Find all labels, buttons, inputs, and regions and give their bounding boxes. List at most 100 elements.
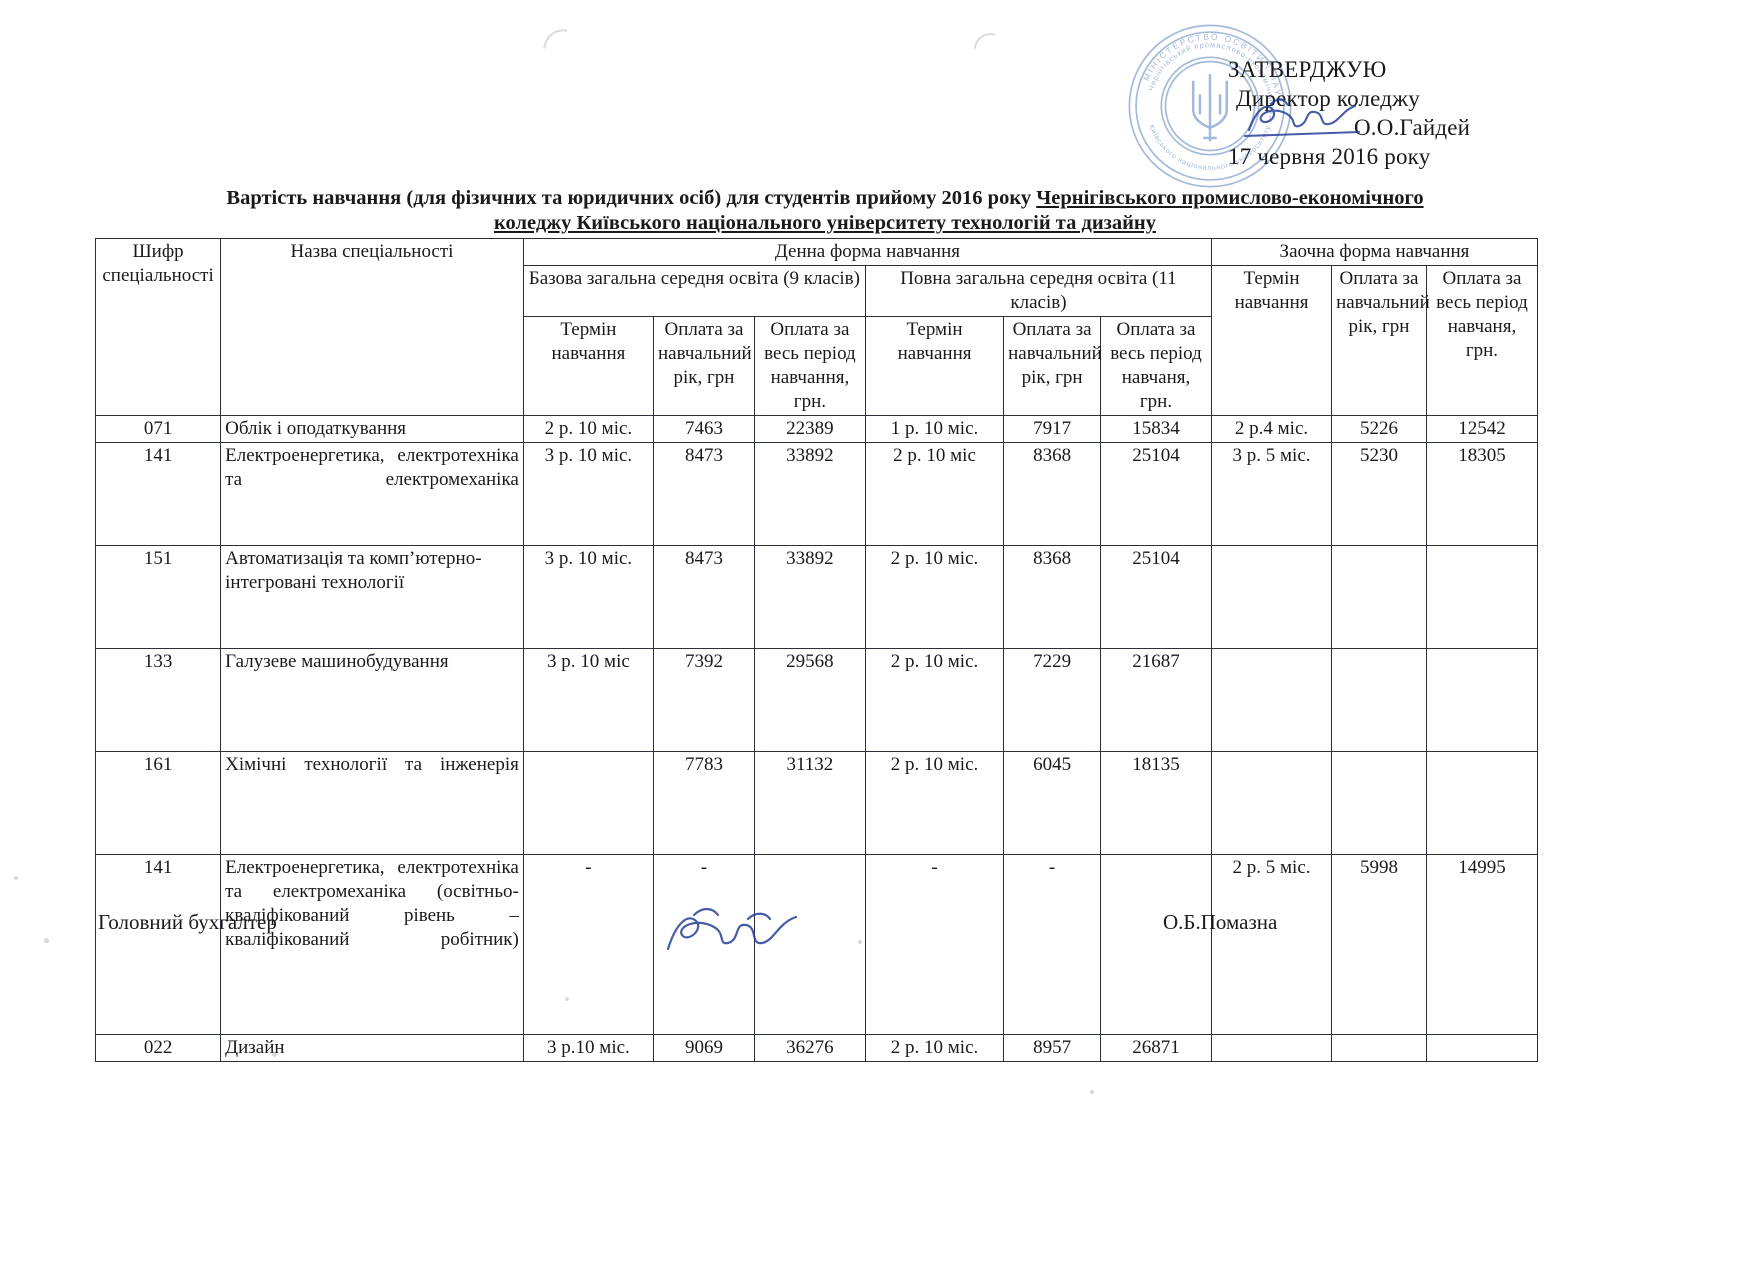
cell-ext-total-fee (1425, 751, 1539, 855)
approval-signer-name: О.О.Гайдей (1354, 115, 1471, 140)
th-base-term: Термін навчання (522, 316, 655, 416)
title-line1-underlined: Чернігівського промислово-економічного (1036, 187, 1424, 209)
th-full-total-fee: Оплата за весь період навчаня, грн. (1100, 316, 1212, 416)
cell-base-total-fee: 31132 (753, 751, 866, 855)
cell-base-term (522, 751, 655, 855)
cell-ext-total-fee (1425, 648, 1539, 752)
cell-ext-year-fee (1331, 751, 1427, 855)
table-row: 151 Автоматизація та комп’ютерно-інтегров… (94, 545, 1539, 649)
cell-speciality-name: Хімічні технології та інженерія (220, 751, 524, 855)
scan-speck (44, 938, 49, 943)
table-row: 133 Галузеве машинобудування 3 р. 10 міс 73… (94, 648, 1539, 752)
cell-full-year-fee: 8368 (1003, 442, 1101, 546)
th-day-form: Денна форма навчання (522, 238, 1213, 266)
official-round-stamp: МІНІСТЕРСТВО ОСВІТИ І НАУКИ Чернігівськи… (1126, 22, 1292, 188)
cell-base-term: 3 р. 10 міс. (522, 545, 655, 649)
director-handwritten-signature (1243, 98, 1361, 138)
cell-full-year-fee: 8368 (1003, 545, 1101, 649)
cell-full-term: 2 р. 10 міс. (864, 648, 1005, 752)
cell-speciality-name: Автоматизація та комп’ютерно-інтегровані… (220, 545, 524, 649)
scan-speck (1090, 1090, 1094, 1094)
cell-ext-year-fee (1331, 1034, 1427, 1062)
document-title: Вартість навчання (для фізичних та юриди… (95, 186, 1555, 236)
table-header-row-3: Термін навчання Оплата за навчальний рік… (96, 316, 1538, 416)
footer-role-label: Головний бухгалтер (98, 910, 277, 934)
cell-ext-total-fee: 14995 (1425, 854, 1539, 1035)
cell-full-term: 2 р. 10 міс (864, 442, 1005, 546)
cell-base-year-fee: 8473 (653, 442, 755, 546)
accountant-handwritten-signature (666, 907, 798, 951)
cell-speciality-code: 071 (94, 415, 222, 443)
cell-speciality-code: 151 (94, 545, 222, 649)
scan-arc-artifact (533, 19, 601, 89)
th-full-term: Термін навчання (864, 316, 1005, 416)
cell-speciality-code: 141 (94, 442, 222, 546)
cell-full-year-fee: 6045 (1003, 751, 1101, 855)
table-row: 141 Електроенергетика, електротехніка та … (94, 442, 1539, 546)
scan-arc-artifact (965, 25, 1023, 85)
cell-ext-total-fee: 12542 (1425, 415, 1539, 443)
cell-ext-term: 3 р. 5 міс. (1210, 442, 1333, 546)
footer-accountant-name: О.Б.Помазна (1163, 910, 1278, 934)
cell-full-total-fee (1100, 854, 1212, 1035)
th-base-total-fee: Оплата за весь період навчання, грн. (753, 316, 866, 416)
cell-full-total-fee: 25104 (1100, 545, 1212, 649)
cell-ext-total-fee (1425, 545, 1539, 649)
title-line1-plain: Вартість навчання (для фізичних та юриди… (226, 187, 1037, 209)
table-header-row-1: Шифр спеціальності Назва спеціальності Д… (94, 238, 1538, 416)
table-row: 022 Дизайн 3 р.10 міс. 9069 36276 2 р. 10 міс… (94, 1034, 1539, 1062)
th-ext-term: Термін навчання (1210, 265, 1333, 416)
cell-base-term: 2 р. 10 міс. (522, 415, 655, 443)
cell-base-total-fee: 29568 (753, 648, 866, 752)
cell-ext-year-fee: 5998 (1331, 854, 1427, 1035)
cell-full-total-fee: 18135 (1100, 751, 1212, 855)
cell-full-year-fee: 8957 (1003, 1034, 1101, 1062)
cell-full-year-fee: - (1003, 854, 1101, 1035)
cell-base-year-fee: 7392 (653, 648, 755, 752)
scan-speck (14, 876, 18, 880)
th-full-year-fee: Оплата за навчальний рік, грн (1003, 316, 1102, 416)
cell-speciality-code: 141 (94, 854, 222, 1035)
cell-full-total-fee: 25104 (1100, 442, 1212, 546)
cell-base-term: 3 р. 10 міс. (522, 442, 655, 546)
cell-base-total-fee: 22389 (753, 415, 866, 443)
cell-base-term: 3 р. 10 міс (522, 648, 655, 752)
approval-heading: ЗАТВЕРДЖУЮ (1228, 57, 1387, 82)
cell-full-term: 1 р. 10 міс. (864, 415, 1005, 443)
cell-ext-term (1210, 545, 1333, 649)
cell-ext-year-fee: 5230 (1331, 442, 1427, 546)
cell-ext-year-fee (1331, 545, 1427, 649)
cell-full-year-fee: 7229 (1003, 648, 1101, 752)
cell-speciality-name: Облік і оподаткування (220, 415, 524, 443)
cell-base-total-fee: 33892 (753, 545, 866, 649)
cell-base-term: 3 р.10 міс. (522, 1034, 655, 1062)
cell-full-term: 2 р. 10 міс. (864, 1034, 1005, 1062)
cell-full-year-fee: 7917 (1003, 415, 1101, 443)
cell-speciality-code: 161 (94, 751, 222, 855)
cell-base-term: - (522, 854, 655, 1035)
cell-base-total-fee (753, 854, 866, 1035)
cell-full-total-fee: 21687 (1100, 648, 1212, 752)
cell-ext-year-fee (1331, 648, 1427, 752)
th-ext-total-fee: Оплата за весь період навчаня, грн. (1425, 265, 1539, 416)
table-body: 071 Облік і оподаткування 2 р. 10 міс. 7463… (94, 415, 1539, 1062)
cell-full-term: - (864, 854, 1005, 1035)
cell-ext-term: 2 р. 5 міс. (1210, 854, 1333, 1035)
cell-ext-term: 2 р.4 міс. (1210, 415, 1333, 443)
cell-full-total-fee: 15834 (1100, 415, 1212, 443)
cell-ext-term (1210, 751, 1333, 855)
th-name: Назва спеціальності (220, 238, 524, 416)
cell-ext-term (1210, 1034, 1333, 1062)
approval-block: ЗАТВЕРДЖУЮ Директор коледжу О.О.Гайдей 1… (1228, 55, 1548, 171)
cell-base-year-fee: 8473 (653, 545, 755, 649)
cell-speciality-code: 022 (94, 1034, 222, 1062)
cell-base-year-fee: 7783 (653, 751, 755, 855)
th-full-education: Повна загальна середня освіта (11 класів… (864, 265, 1213, 317)
table-header-row-2: Базова загальна середня освіта (9 класів… (96, 265, 1539, 416)
table-row: 071 Облік і оподаткування 2 р. 10 міс. 7463… (94, 415, 1539, 443)
cell-ext-total-fee: 18305 (1425, 442, 1539, 546)
table-row: 141 Електроенергетика, електротехніка та … (94, 854, 1539, 1035)
tuition-cost-table: Шифр спеціальності Назва спеціальності Д… (94, 238, 1539, 1062)
cell-speciality-name: Галузеве машинобудування (220, 648, 524, 752)
th-base-education: Базова загальна середня освіта (9 класів… (522, 265, 866, 317)
